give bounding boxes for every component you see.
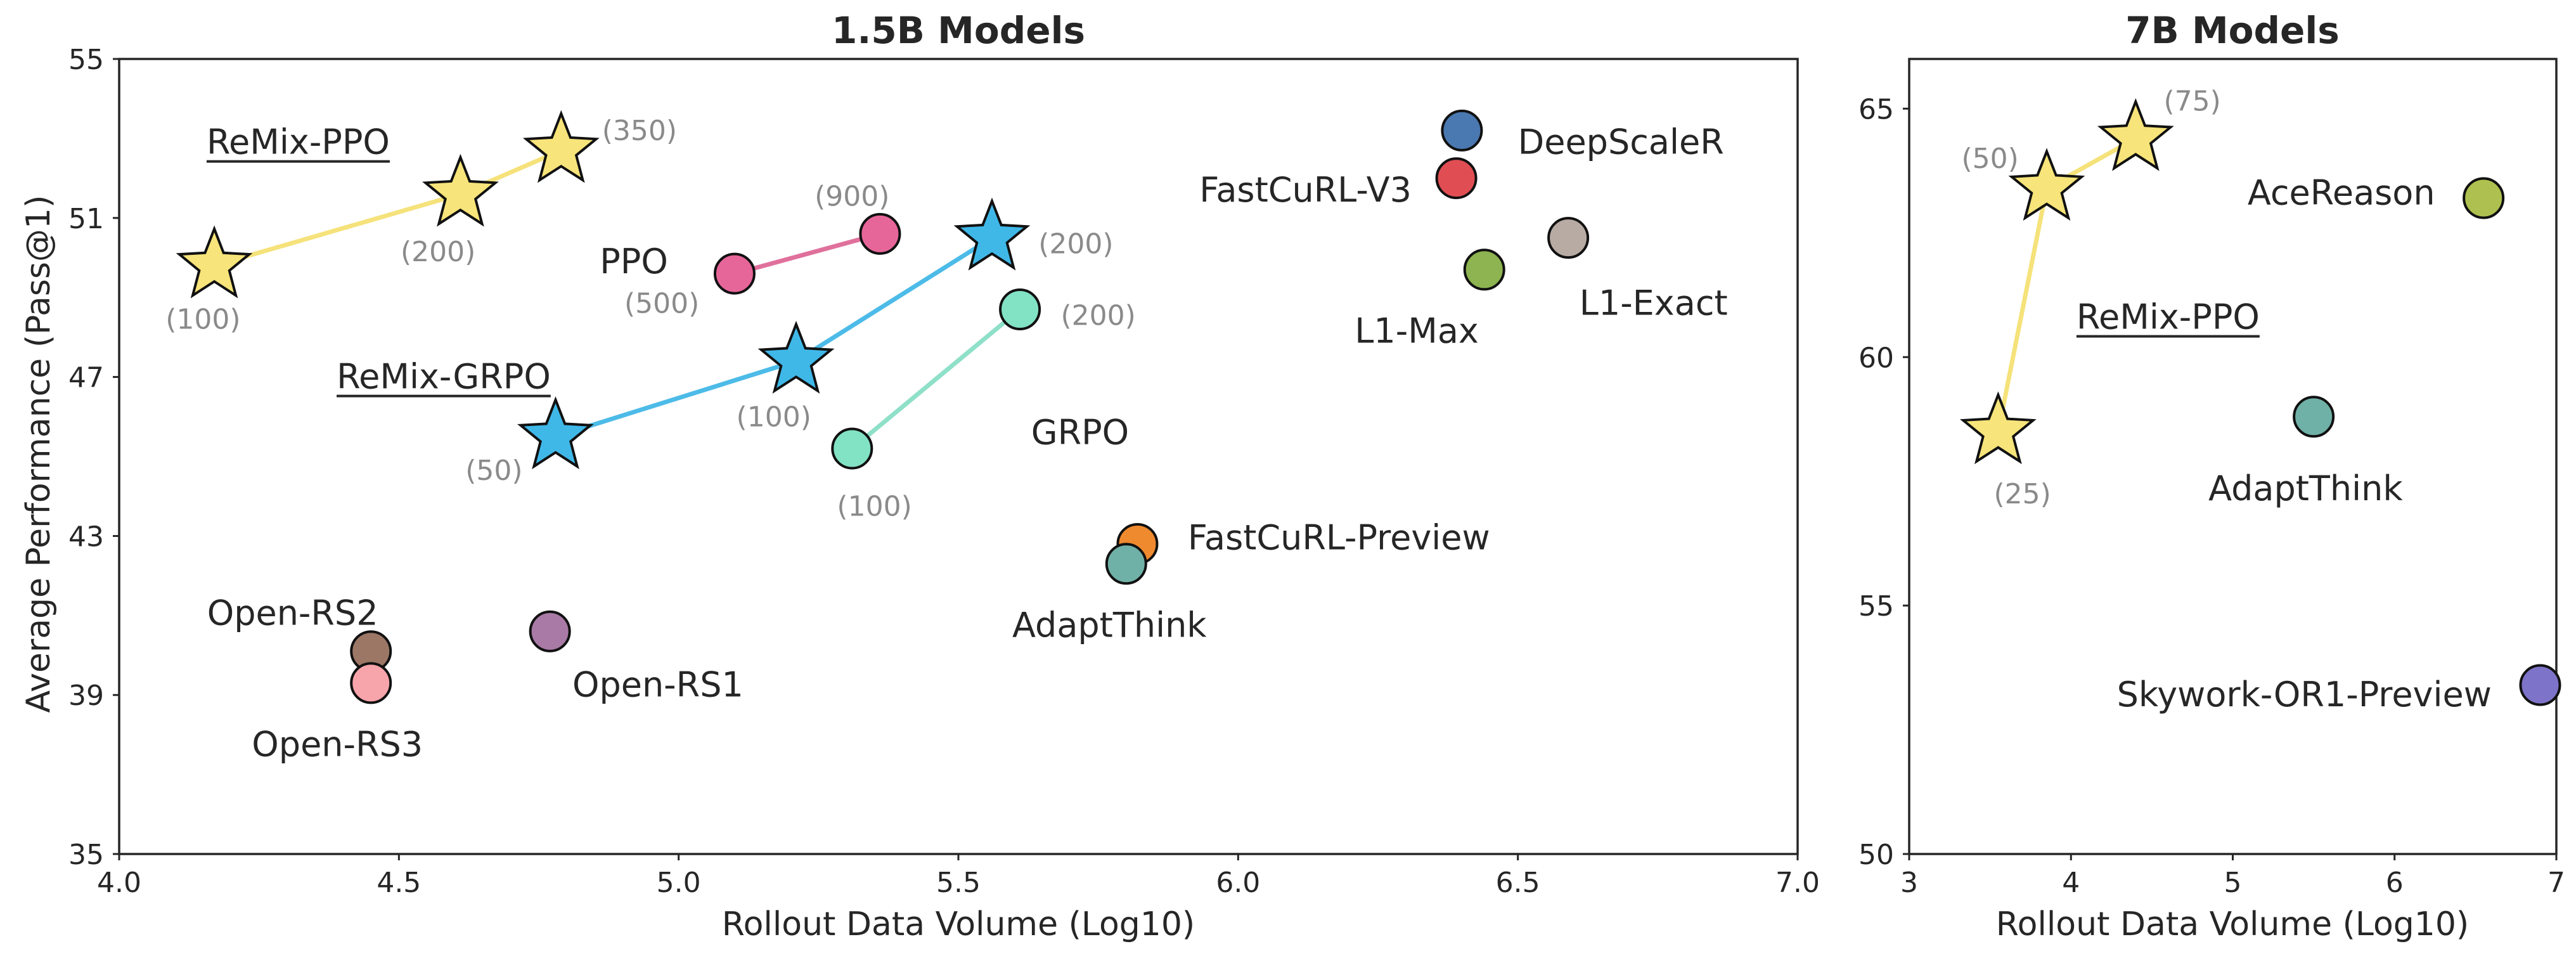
rollout-note: (75) bbox=[2164, 86, 2221, 118]
data-point-open-rs3 bbox=[350, 662, 392, 704]
data-point-adaptthink bbox=[1105, 543, 1147, 585]
series-label-remix-grpo: ReMix-GRPO bbox=[337, 357, 551, 397]
rollout-note: (100) bbox=[737, 401, 811, 433]
data-point-star-remix-ppo bbox=[522, 110, 600, 183]
x-tick-label: 4.0 bbox=[97, 867, 141, 899]
x-tick-label: 6.0 bbox=[1216, 867, 1260, 899]
y-tick-label: 35 bbox=[68, 839, 104, 871]
x-tick-label: 5.0 bbox=[657, 867, 701, 899]
data-point-skywork-or1-preview bbox=[2519, 664, 2561, 706]
y-tick-label: 60 bbox=[1858, 342, 1894, 374]
panel-7b-models: 7B Models Rollout Data Volume (Log10) 3 4… bbox=[1858, 9, 2565, 943]
series-line-ppo bbox=[732, 231, 882, 276]
x-axis-label: Rollout Data Volume (Log10) bbox=[1996, 905, 2469, 943]
point-label-deepscaler: DeepScaleR bbox=[1518, 122, 1724, 162]
data-point-star-remix-ppo bbox=[422, 153, 499, 227]
data-point-star-remix-grpo bbox=[517, 396, 594, 470]
point-label-l1-exact: L1-Exact bbox=[1580, 283, 1728, 323]
y-tick-label: 65 bbox=[1858, 93, 1894, 126]
data-point-star-remix-grpo bbox=[757, 320, 835, 394]
rollout-note: (900) bbox=[815, 180, 889, 212]
data-point-star-remix-ppo bbox=[2097, 98, 2174, 171]
rollout-note: (500) bbox=[624, 288, 699, 320]
data-point-deepscaler bbox=[1441, 109, 1483, 152]
panel-title: 1.5B Models bbox=[832, 9, 1085, 52]
series-label-grpo: GRPO bbox=[1031, 412, 1129, 452]
rollout-note: (200) bbox=[1038, 228, 1113, 261]
x-tick-label: 3 bbox=[1900, 867, 1918, 899]
point-label-adaptthink: AdaptThink bbox=[1012, 605, 1207, 645]
series-label-remix-ppo: ReMix-PPO bbox=[2077, 297, 2260, 337]
x-tick-label: 5.5 bbox=[936, 867, 981, 899]
data-point-star-remix-ppo bbox=[176, 225, 253, 299]
point-label-adaptthink: AdaptThink bbox=[2208, 469, 2403, 508]
data-point-ppo bbox=[713, 252, 756, 295]
x-tick-label: 6.5 bbox=[1496, 867, 1540, 899]
point-label-skywork-or1-preview: Skywork-OR1-Preview bbox=[2117, 675, 2492, 715]
rollout-note: (50) bbox=[465, 455, 522, 487]
y-axis-label: Average Performance (Pass@1) bbox=[20, 195, 58, 713]
rollout-note: (200) bbox=[1061, 299, 1136, 332]
plot-frame bbox=[1908, 58, 2558, 855]
point-label-open-rs3: Open-RS3 bbox=[252, 725, 423, 765]
panel-1-5b-models: 1.5B Models Rollout Data Volume (Log10) … bbox=[20, 9, 1820, 943]
series-line-grpo bbox=[849, 307, 1022, 451]
rollout-note: (200) bbox=[401, 236, 475, 268]
data-point-ppo bbox=[859, 212, 901, 255]
x-tick-label: 6 bbox=[2386, 867, 2404, 899]
data-point-l1-max bbox=[1463, 249, 1505, 291]
x-tick-label: 7.0 bbox=[1775, 867, 1820, 899]
point-label-acereason: AceReason bbox=[2248, 173, 2435, 213]
rollout-note: (100) bbox=[165, 304, 240, 336]
y-tick-label: 51 bbox=[68, 203, 104, 235]
data-point-star-remix-ppo bbox=[1959, 391, 2037, 465]
data-point-star-remix-grpo bbox=[953, 197, 1031, 271]
rollout-note: (350) bbox=[602, 115, 677, 147]
data-point-open-rs1 bbox=[529, 610, 571, 652]
point-label-l1-max: L1-Max bbox=[1355, 311, 1479, 351]
data-point-l1-exact bbox=[1547, 217, 1590, 259]
point-label-fastcurl-preview: FastCuRL-Preview bbox=[1188, 518, 1490, 558]
y-tick-label: 47 bbox=[68, 362, 104, 394]
data-point-acereason bbox=[2463, 177, 2505, 219]
point-label-open-rs1: Open-RS1 bbox=[572, 665, 744, 705]
series-label-ppo: PPO bbox=[600, 242, 668, 281]
x-tick-label: 4 bbox=[2062, 867, 2080, 899]
data-point-grpo bbox=[999, 288, 1041, 331]
data-point-star-remix-ppo bbox=[2008, 148, 2085, 221]
series-line-remix-ppo bbox=[212, 148, 564, 268]
rollout-note: (25) bbox=[1994, 478, 2051, 510]
y-tick-label: 55 bbox=[1858, 590, 1894, 623]
x-tick-label: 5 bbox=[2224, 867, 2242, 899]
y-tick-label: 55 bbox=[68, 44, 104, 76]
x-tick-label: 7 bbox=[2547, 867, 2565, 899]
y-tick-label: 50 bbox=[1858, 839, 1894, 871]
rollout-note: (100) bbox=[837, 490, 911, 522]
rollout-note: (50) bbox=[1961, 143, 2018, 175]
point-label-fastcurl-v3: FastCuRL-V3 bbox=[1199, 170, 1412, 210]
y-tick-label: 43 bbox=[68, 521, 104, 553]
series-label-remix-ppo: ReMix-PPO bbox=[207, 122, 390, 162]
point-label-open-rs2: Open-RS2 bbox=[207, 593, 378, 633]
y-tick-label: 39 bbox=[68, 680, 104, 712]
panel-title: 7B Models bbox=[2125, 9, 2340, 52]
x-axis-label: Rollout Data Volume (Log10) bbox=[722, 905, 1195, 943]
data-point-grpo bbox=[831, 427, 873, 470]
data-point-fastcurl-v3 bbox=[1435, 157, 1478, 200]
x-tick-label: 4.5 bbox=[377, 867, 421, 899]
data-point-adaptthink bbox=[2293, 396, 2335, 438]
